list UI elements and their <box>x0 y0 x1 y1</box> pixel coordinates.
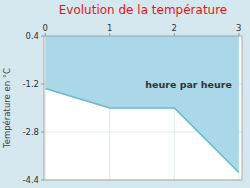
tick-mark <box>41 180 44 181</box>
tick-mark <box>41 84 44 85</box>
line <box>45 89 238 173</box>
tick-mark <box>109 33 110 36</box>
tick-mark <box>174 33 175 36</box>
tick-label: 2 <box>172 23 177 33</box>
tick-label: -1.2 <box>22 79 39 89</box>
tick-label: -4.4 <box>22 175 39 185</box>
chart: Evolution de la température 0 1 2 3 0.4 -1.2 -2… <box>0 0 250 188</box>
area <box>45 36 238 173</box>
tick-label: -2.8 <box>22 127 39 137</box>
tick-mark <box>41 36 44 37</box>
axis-label: Température en °C <box>2 68 12 149</box>
tick-label: 3 <box>236 23 241 33</box>
tick-mark <box>45 33 46 36</box>
frame <box>44 36 242 180</box>
tick-mark <box>41 132 44 133</box>
tick-label: 0.4 <box>25 31 39 41</box>
title: Evolution de la température <box>59 3 228 17</box>
tick-label: 1 <box>107 23 112 33</box>
tick-mark <box>238 33 239 36</box>
tick-label: 0 <box>43 23 48 33</box>
plot-area <box>45 36 238 173</box>
annotation: heure par heure <box>145 79 232 90</box>
plot-background <box>44 36 242 180</box>
